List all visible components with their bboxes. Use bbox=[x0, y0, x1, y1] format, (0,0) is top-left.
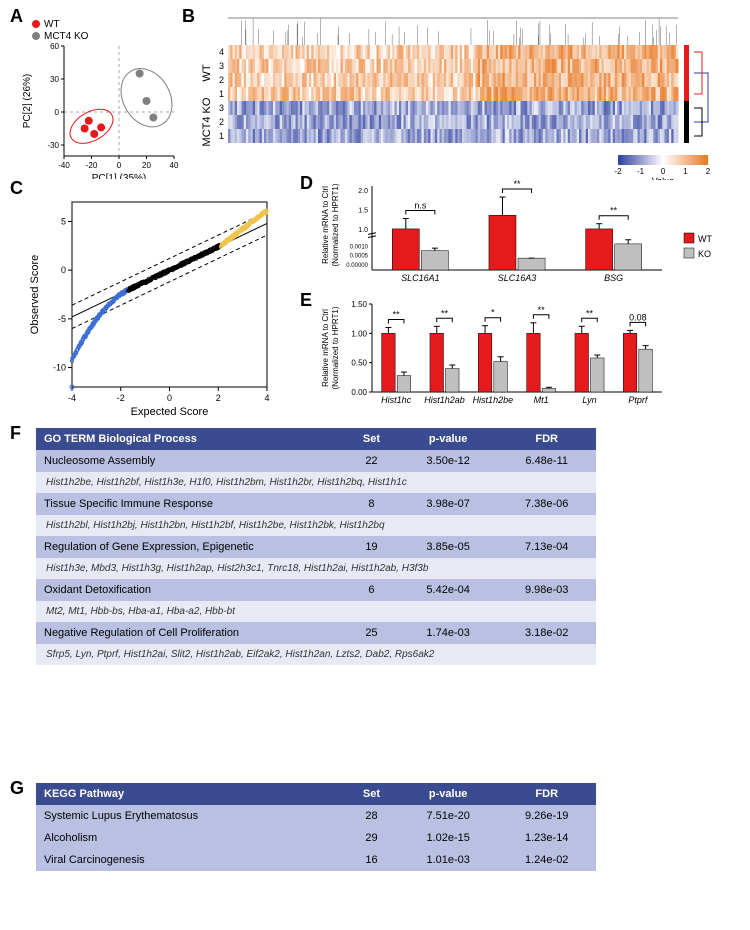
figure: A B C D E F G WTMCT4 KO-40-2002040-30030… bbox=[0, 0, 750, 930]
svg-text:WT: WT bbox=[201, 64, 213, 81]
svg-text:**: ** bbox=[586, 308, 594, 318]
svg-text:40: 40 bbox=[170, 161, 179, 170]
svg-text:Relative mRNA to Ctrl: Relative mRNA to Ctrl bbox=[321, 186, 330, 264]
svg-text:0.00000: 0.00000 bbox=[346, 263, 368, 269]
svg-text:0.0005: 0.0005 bbox=[350, 254, 369, 260]
svg-text:**: ** bbox=[538, 305, 546, 315]
panelE-bar: 0.00 0.50 1.00 1.50 Relative mRNA to Ctrl(No… bbox=[314, 296, 744, 422]
svg-text:2.0: 2.0 bbox=[358, 188, 368, 195]
panelA-pca: WTMCT4 KO -40 -20 0 20 40 -30 0 30 60 PC[1] (35%) P… bbox=[16, 14, 186, 179]
svg-text:2: 2 bbox=[219, 117, 224, 127]
svg-text:-2: -2 bbox=[117, 393, 125, 403]
svg-text:Mt1: Mt1 bbox=[534, 395, 549, 405]
svg-text:MCT4 KO: MCT4 KO bbox=[201, 97, 213, 146]
svg-text:KO: KO bbox=[698, 249, 711, 259]
svg-text:-10: -10 bbox=[53, 363, 66, 373]
svg-text:-1: -1 bbox=[637, 167, 645, 176]
svg-text:Hist1h2be: Hist1h2be bbox=[473, 395, 514, 405]
svg-text:-5: -5 bbox=[58, 314, 66, 324]
panelF-table: GO TERM Biological ProcessSetp-valueFDRN… bbox=[36, 428, 596, 665]
svg-text:**: ** bbox=[441, 308, 449, 318]
svg-text:(Normalized to HPRT1): (Normalized to HPRT1) bbox=[331, 183, 340, 266]
svg-text:1: 1 bbox=[219, 131, 224, 141]
svg-text:(Normalized to HPRT1): (Normalized to HPRT1) bbox=[331, 306, 340, 389]
svg-text:1: 1 bbox=[219, 89, 224, 99]
svg-text:-20: -20 bbox=[86, 161, 98, 170]
svg-text:0.50: 0.50 bbox=[351, 359, 367, 368]
svg-text:-2: -2 bbox=[614, 167, 622, 176]
label-F: F bbox=[10, 423, 21, 444]
svg-text:60: 60 bbox=[50, 42, 59, 51]
svg-text:5: 5 bbox=[61, 216, 66, 226]
svg-text:WT: WT bbox=[44, 19, 60, 30]
panelG-table: KEGG PathwaySetp-valueFDRSystemic Lupus … bbox=[36, 783, 596, 871]
svg-text:**: ** bbox=[513, 179, 521, 189]
svg-text:3: 3 bbox=[219, 61, 224, 71]
svg-text:1.0: 1.0 bbox=[358, 227, 368, 234]
svg-text:0.08: 0.08 bbox=[629, 312, 647, 322]
label-E: E bbox=[300, 290, 312, 311]
svg-text:Ptprf: Ptprf bbox=[628, 395, 649, 405]
svg-text:Expected Score: Expected Score bbox=[131, 406, 209, 418]
svg-text:0: 0 bbox=[117, 161, 122, 170]
svg-text:SLC16A1: SLC16A1 bbox=[401, 273, 440, 283]
svg-text:SLC16A3: SLC16A3 bbox=[498, 273, 537, 283]
svg-text:-40: -40 bbox=[58, 161, 70, 170]
svg-text:0: 0 bbox=[661, 167, 666, 176]
svg-text:20: 20 bbox=[142, 161, 151, 170]
svg-text:2: 2 bbox=[219, 75, 224, 85]
svg-text:Observed Score: Observed Score bbox=[29, 255, 41, 334]
svg-text:2: 2 bbox=[706, 167, 711, 176]
svg-text:-4: -4 bbox=[68, 393, 76, 403]
svg-text:Lyn: Lyn bbox=[582, 395, 596, 405]
svg-text:0.0010: 0.0010 bbox=[350, 244, 369, 250]
svg-text:Hist1hc: Hist1hc bbox=[381, 395, 412, 405]
svg-text:PC[1] (35%): PC[1] (35%) bbox=[92, 173, 146, 179]
svg-text:**: ** bbox=[393, 309, 401, 319]
svg-text:*: * bbox=[491, 308, 495, 318]
panelB-heatmap: 4321321WTMCT4 KO-2-1012Value bbox=[196, 10, 748, 180]
svg-text:0: 0 bbox=[61, 265, 66, 275]
svg-text:1: 1 bbox=[683, 167, 688, 176]
svg-text:2: 2 bbox=[216, 393, 221, 403]
svg-text:n.s: n.s bbox=[414, 201, 427, 211]
svg-text:**: ** bbox=[610, 206, 618, 216]
svg-text:-30: -30 bbox=[47, 141, 59, 150]
svg-text:4: 4 bbox=[264, 393, 269, 403]
svg-text:1.5: 1.5 bbox=[358, 207, 368, 214]
svg-text:WT: WT bbox=[698, 234, 712, 244]
svg-text:3: 3 bbox=[219, 103, 224, 113]
label-G: G bbox=[10, 778, 24, 799]
svg-text:1.00: 1.00 bbox=[351, 329, 367, 338]
panelD-bar: 1.0 1.5 2.0 0.00000 0.0005 0.0010 Relative mRN… bbox=[314, 178, 744, 296]
svg-text:Relative mRNA to Ctrl: Relative mRNA to Ctrl bbox=[321, 309, 330, 387]
svg-text:BSG: BSG bbox=[604, 273, 623, 283]
panelC-plot: -4 -2 0 2 4 -10 -5 0 5 Expected Score Observed Sco… bbox=[20, 190, 285, 425]
svg-text:0: 0 bbox=[55, 108, 60, 117]
svg-text:1.50: 1.50 bbox=[351, 300, 367, 309]
svg-text:Hist1h2ab: Hist1h2ab bbox=[424, 395, 465, 405]
svg-text:0.00: 0.00 bbox=[351, 388, 367, 397]
svg-text:0: 0 bbox=[167, 393, 172, 403]
svg-text:4: 4 bbox=[219, 47, 224, 57]
svg-text:30: 30 bbox=[50, 75, 59, 84]
svg-text:PC[2] (26%): PC[2] (26%) bbox=[22, 74, 33, 128]
svg-text:MCT4 KO: MCT4 KO bbox=[44, 31, 89, 42]
